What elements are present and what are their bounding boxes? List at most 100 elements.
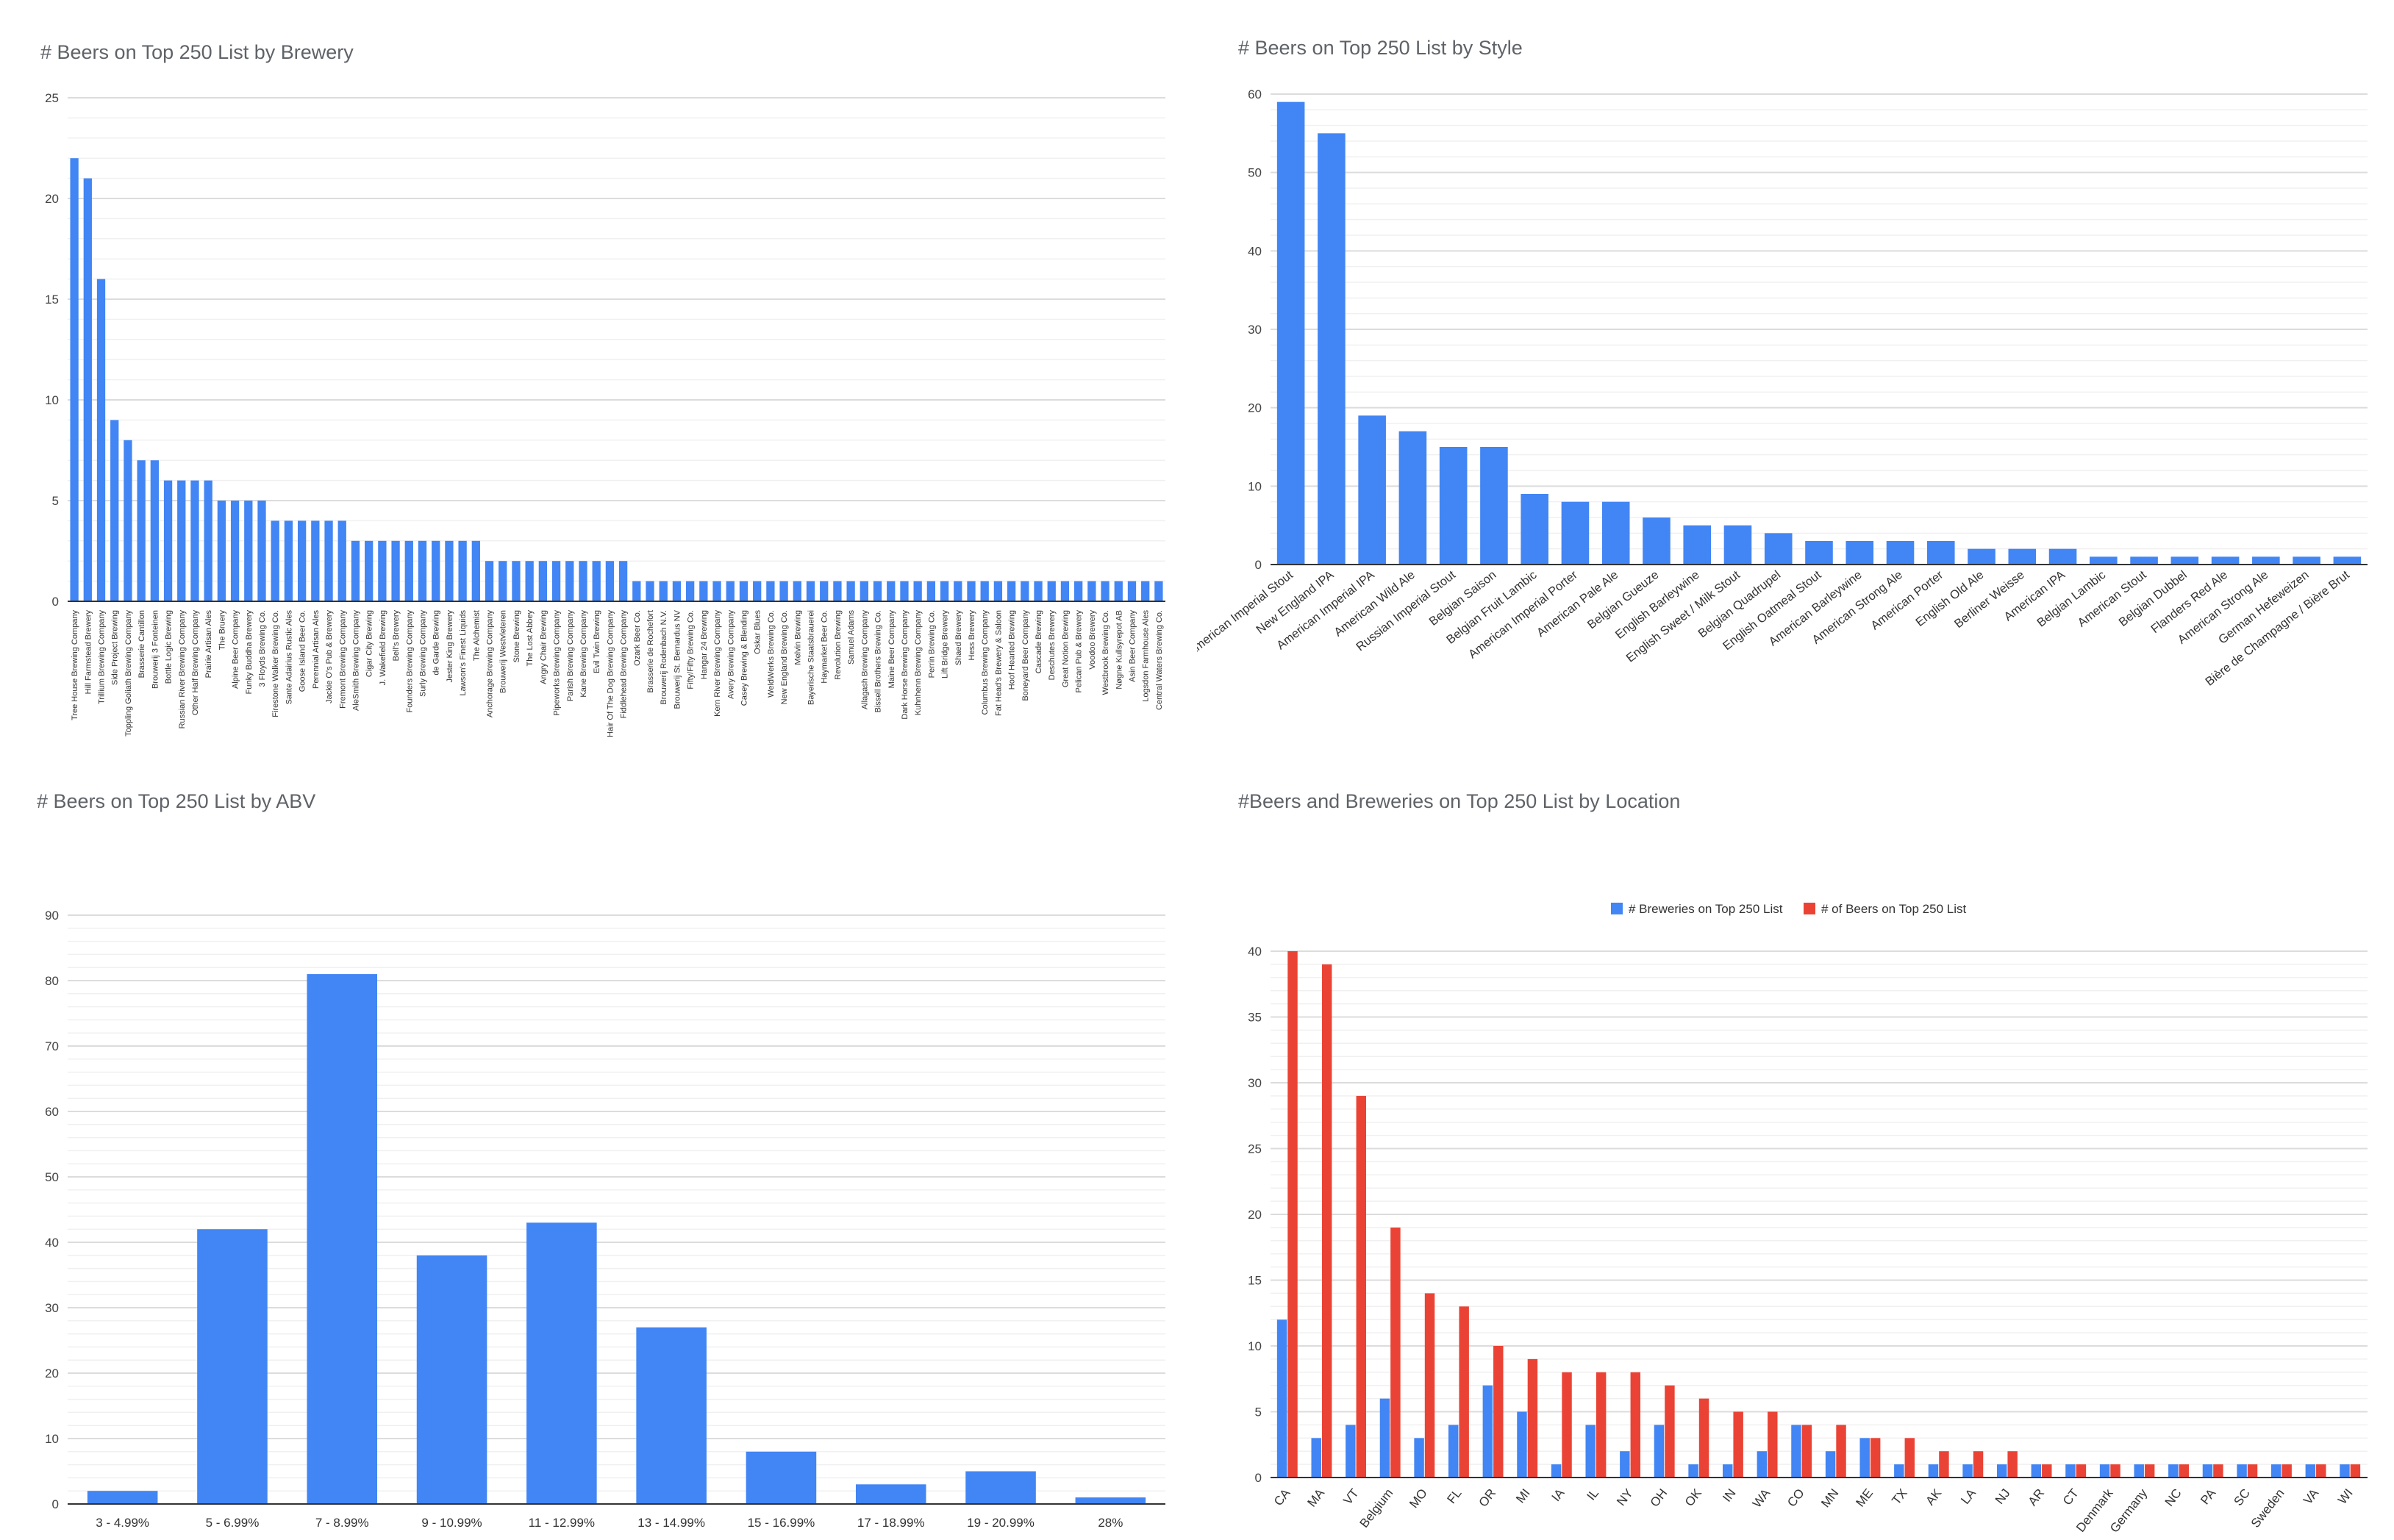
x-tick-label: Lawson's Finest Liquids [459, 610, 468, 696]
legend-label-breweries: # Breweries on Top 250 List [1629, 902, 1783, 916]
y-tick-label: 20 [1248, 1208, 1262, 1222]
y-tick-label: 50 [45, 1170, 59, 1184]
x-tick-label: LA [1958, 1486, 1979, 1507]
bar [1047, 581, 1056, 601]
beers-bar [1356, 1095, 1367, 1478]
y-tick-label: 50 [1248, 166, 1262, 180]
x-tick-label: WI [2335, 1486, 2356, 1507]
y-tick-label: 10 [1248, 479, 1262, 493]
breweries-bar [1825, 1451, 1836, 1478]
bar [954, 581, 962, 601]
beers-bar [2042, 1464, 2052, 1478]
bar [873, 581, 882, 601]
x-tick-label: New England Brewing Co. [780, 610, 789, 704]
x-tick-label: NJ [1993, 1486, 2013, 1507]
bar [244, 501, 253, 601]
y-tick-label: 0 [52, 1497, 59, 1511]
bar [739, 581, 748, 601]
x-tick-label: Goose Island Beer Co. [299, 610, 307, 692]
bar [351, 540, 360, 601]
x-tick-label: Toppling Goliath Brewing Company [124, 610, 133, 737]
bar [137, 460, 146, 601]
bar [980, 581, 989, 601]
x-tick-label: VA [2301, 1486, 2322, 1507]
x-tick-label: Great Notion Brewing [1061, 610, 1070, 687]
x-tick-label: Pipeworks Brewing Company [553, 610, 562, 716]
bar [110, 420, 119, 601]
beers-bar [1527, 1358, 1538, 1478]
y-tick-label: 90 [45, 909, 59, 923]
bar [1926, 541, 1955, 565]
y-tick-label: 20 [45, 192, 59, 206]
beers-bar [1459, 1306, 1469, 1478]
x-tick-label: Bayerische Staatsbrauerei [807, 610, 816, 705]
bar [820, 581, 829, 601]
x-tick-label: AR [2026, 1486, 2048, 1508]
x-tick-label: ME [1853, 1486, 1876, 1510]
x-tick-label: NC [2162, 1486, 2184, 1509]
x-tick-label: Trillium Brewing Company [98, 610, 107, 704]
bar [846, 581, 855, 601]
x-tick-label: Brouwerij St. Bernardus NV [673, 609, 682, 709]
x-tick-label: Casey Brewing & Blending [740, 610, 748, 706]
breweries-bar [1996, 1464, 2007, 1478]
breweries-bar [2168, 1464, 2179, 1478]
chart-title: #Beers and Breweries on Top 250 List by … [1238, 790, 1680, 812]
chart-title: # Beers on Top 250 List by Brewery [40, 41, 354, 63]
bar [499, 561, 507, 601]
bar [297, 520, 307, 601]
y-tick-label: 35 [1248, 1011, 1262, 1025]
bar [1521, 494, 1548, 565]
bar [967, 581, 976, 601]
beers-bar [1596, 1372, 1607, 1478]
bar [860, 581, 868, 601]
bar [1075, 1497, 1146, 1504]
y-tick-label: 5 [1255, 1405, 1262, 1419]
breweries-bar [1722, 1464, 1733, 1478]
location-bar-chart: #Beers and Breweries on Top 250 List by … [1238, 790, 2368, 1536]
x-tick-label: Maine Beer Company [887, 610, 896, 689]
bar [2211, 556, 2240, 565]
y-tick-label: 20 [1248, 401, 1262, 415]
bar [378, 540, 387, 601]
chart-title: # Beers on Top 250 List by ABV [37, 790, 315, 812]
x-tick-label: Firestone Walker Brewing Co. [271, 610, 280, 717]
bar [1601, 501, 1630, 565]
breweries-bar [1894, 1464, 1904, 1478]
bar [1007, 581, 1016, 601]
y-tick-label: 40 [1248, 244, 1262, 258]
x-tick-label: The Bruery [218, 610, 226, 651]
x-tick-label: Stone Brewing [512, 610, 521, 663]
x-tick-label: FL [1444, 1486, 1464, 1506]
x-tick-label: Hair Of The Dog Brewing Company [606, 610, 615, 737]
x-tick-label: TX [1889, 1486, 1909, 1508]
y-tick-label: 60 [1248, 87, 1262, 101]
x-tick-label: Perrin Brewing Co. [927, 610, 936, 678]
x-tick-label: 5 - 6.99% [206, 1516, 260, 1530]
x-tick-label: Hess Brewery [968, 610, 976, 661]
bar [230, 501, 240, 601]
bar [525, 561, 534, 601]
x-tick-label: IL [1584, 1486, 1601, 1503]
x-tick-label: Brouwerij 3 Fonteinen [151, 610, 160, 689]
beers-bar [1424, 1293, 1435, 1478]
x-tick-label: CA [1271, 1486, 1293, 1508]
breweries-bar [1311, 1438, 1321, 1478]
x-tick-label: Columbus Brewing Company [981, 610, 990, 715]
breweries-bar [1482, 1385, 1493, 1478]
x-tick-label: 11 - 12.99% [529, 1516, 595, 1530]
x-tick-label: Hill Farmstead Brewery [84, 610, 93, 695]
bar [1060, 581, 1070, 601]
bar [926, 581, 936, 601]
bar [485, 561, 494, 601]
x-tick-label: American Stout [2076, 568, 2149, 630]
beers-bar [1287, 951, 1298, 1478]
x-tick-label: MO [1407, 1486, 1430, 1511]
beers-bar [1321, 964, 1332, 1478]
x-tick-label: MI [1513, 1486, 1533, 1506]
bar [1358, 415, 1386, 565]
bar [337, 520, 346, 601]
x-tick-label: Evil Twin Brewing [593, 610, 601, 673]
x-tick-label: The Alchemist [472, 610, 481, 661]
bar [1398, 431, 1427, 565]
